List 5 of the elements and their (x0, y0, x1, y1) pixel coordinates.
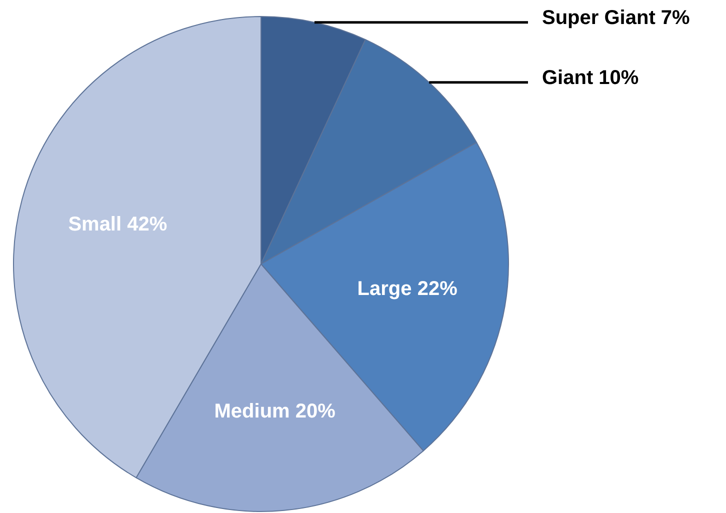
slice-label: Medium 20% (214, 400, 336, 422)
slice-label: Super Giant 7% (542, 6, 690, 29)
slice-label: Giant 10% (542, 66, 639, 89)
slice-label: Large 22% (357, 278, 458, 300)
slice-label: Small 42% (68, 214, 168, 236)
